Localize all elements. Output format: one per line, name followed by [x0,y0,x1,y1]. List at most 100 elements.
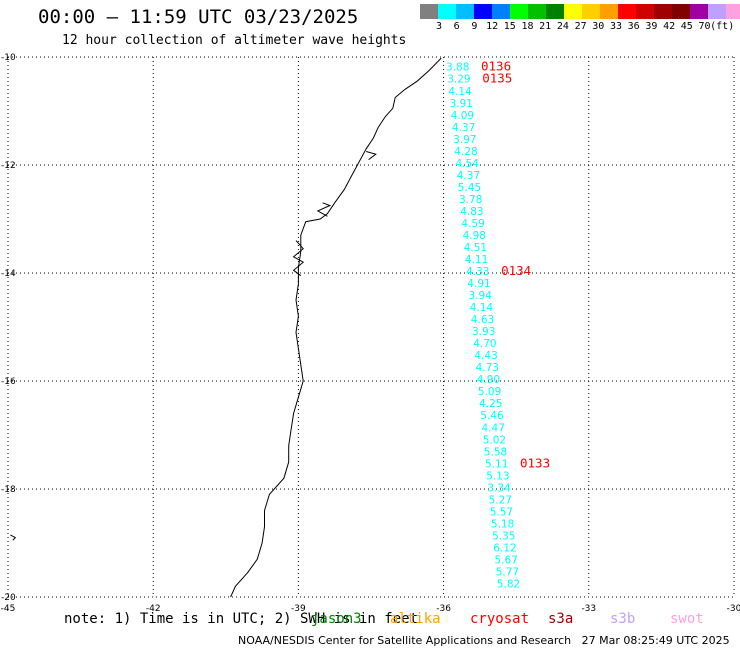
legend-swatch [528,4,546,19]
inlet-outline [366,151,377,161]
legend-label: 39 [645,21,658,32]
lon-tick-label: -30 [727,604,740,614]
credit-line: NOAA/NESDIS Center for Satellite Applica… [238,634,730,647]
wave-height-label: 3.78 [459,194,482,206]
satellite-label-cryosat: cryosat [470,611,530,627]
satellite-label-s3b: s3b [610,611,636,627]
wave-height-label: 3.34 [487,482,511,494]
legend-swatch [690,4,708,19]
satellite-label-swot: swot [670,611,704,627]
legend-swatch [492,4,510,19]
wave-height-label: 4.14 [448,86,472,98]
wave-height-label: 4.14 [470,302,494,314]
wave-height-label: 4.90 [477,374,500,386]
wave-height-label: 5.18 [491,518,514,530]
wave-height-label: 4.25 [479,398,502,410]
legend-color-bar [420,4,740,19]
coast-fragment [10,534,17,541]
lat-tick-label: -10 [1,53,16,63]
pass-time-label: 0136 [481,59,511,74]
legend-swatch [438,4,456,19]
wave-height-label: 3.88 [446,62,469,74]
wave-height-label: 4.59 [461,218,484,230]
wave-height-label: 5.57 [490,506,513,518]
wave-height-label: 3.93 [472,326,495,338]
legend-swatch [510,4,528,19]
wave-height-label: 4.11 [465,254,488,266]
wave-height-label: 4.70 [473,338,496,350]
legend-label: 42 [663,21,676,32]
wave-height-label: 4.37 [457,170,480,182]
wave-height-label: 5.02 [483,434,506,446]
legend-swatch [672,4,690,19]
wave-height-label: 5.45 [458,182,481,194]
map-title: 00:00 – 11:59 UTC 03/23/2025 [38,6,359,28]
legend-label: 45 [680,21,693,32]
lon-tick-label: -33 [581,604,596,614]
legend-swatch [456,4,474,19]
legend-label: 24 [556,21,569,32]
lat-tick-label: -14 [1,269,16,279]
wave-height-label: 5.77 [496,567,519,579]
legend-label: 18 [521,21,534,32]
legend-label: 15 [503,21,516,32]
pass-time-label: 0133 [520,455,550,470]
legend-swatch [708,4,726,19]
wave-height-label: 3.91 [450,98,473,110]
legend-labels: 3 6 9 12 15 18 21 24 27 30 33 36 39 42 45 70 (ft) [420,21,734,35]
legend-swatch [654,4,672,19]
island-outline [292,240,305,277]
satellite-label-altika: altika [390,611,441,627]
legend-label: 33 [609,21,623,32]
legend-label: 36 [627,21,640,32]
wave-height-label: 5.82 [497,579,520,591]
coastline [230,57,442,598]
legend-swatch [564,4,582,19]
footnote: note: 1) Time is in UTC; 2) SWH is in fe… [64,611,419,627]
wave-height-label: 4.09 [451,110,474,122]
wave-height-label: 5.27 [489,494,512,506]
wave-height-label: 4.51 [464,242,487,254]
wave-height-label: 3.94 [469,290,493,302]
wave-height-label: 5.13 [486,470,509,482]
legend-swatch [726,4,740,19]
legend-swatch [618,4,636,19]
legend-label: 21 [539,21,552,32]
lat-tick-label: -16 [1,377,16,387]
wave-height-label: 4.63 [471,314,494,326]
wave-height-label: 3.97 [453,134,476,146]
legend-swatch [474,4,492,19]
wave-height-label: 5.67 [495,555,518,567]
wave-height-label: 5.09 [478,386,501,398]
wave-height-label: 4.73 [476,362,499,374]
wave-height-label: 3.29 [447,74,470,86]
wave-height-label: 6.12 [493,542,516,554]
wave-height-label: 4.47 [482,422,505,434]
legend-swatch [420,4,438,19]
wave-height-label: 5.46 [480,410,504,422]
legend-swatch [636,4,654,19]
wave-height-label: 5.58 [484,446,507,458]
wave-height-label: 4.33 [466,266,489,278]
legend-label: (ft) [710,21,735,32]
wave-height-label: 5.35 [492,530,515,542]
wave-height-label: 4.91 [467,278,490,290]
wave-height-label: 4.83 [460,206,483,218]
legend-label: 70 [698,21,711,32]
pass-time-label: 0134 [501,263,531,278]
legend-label: 30 [592,21,605,32]
lat-tick-label: -18 [1,485,16,495]
legend-label: 3 [435,21,443,32]
legend-swatch [600,4,618,19]
legend-swatch [546,4,564,19]
pass-time-label: 0135 [482,71,512,86]
wave-height-label: 4.43 [474,350,497,362]
legend-swatch [582,4,600,19]
legend-label: 6 [453,21,460,32]
wave-height-label: 4.28 [454,146,477,158]
legend-label: 27 [574,21,587,32]
legend-label: 12 [486,21,499,32]
satellite-label-jason3: jason3 [311,611,362,627]
wave-height-legend: 3 6 9 12 15 18 21 24 27 30 33 36 39 42 45 70 (ft) [420,4,740,32]
lat-tick-label: -12 [1,161,16,171]
